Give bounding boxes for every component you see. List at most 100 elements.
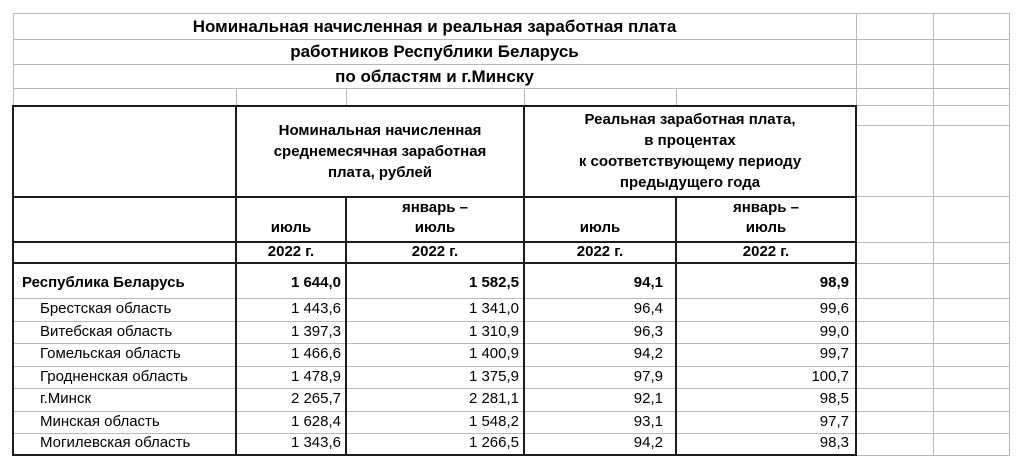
empty-cell[interactable] — [856, 298, 934, 322]
table-row-gomel: Гомельская область 1 466,6 1 400,9 94,2 … — [12, 343, 1010, 367]
value-cell[interactable]: 1 266,5 — [346, 433, 525, 456]
value-cell[interactable]: 94,2 — [524, 433, 677, 456]
value-cell[interactable]: 99,0 — [676, 321, 857, 344]
value-cell[interactable]: 97,7 — [676, 411, 857, 434]
corner-cell[interactable] — [12, 104, 237, 198]
value-cell[interactable]: 94,1 — [524, 263, 677, 299]
empty-cell[interactable] — [856, 411, 934, 434]
period-cell-real-july[interactable]: июль — [523, 196, 677, 243]
value-cell[interactable]: 1 310,9 — [346, 321, 525, 344]
value-cell[interactable]: 2 265,7 — [236, 388, 347, 412]
empty-cell[interactable] — [855, 13, 934, 40]
empty-cell[interactable] — [933, 343, 1010, 367]
spacer-row — [12, 88, 1010, 106]
empty-cell[interactable] — [855, 39, 934, 65]
empty-header-cell[interactable] — [12, 242, 237, 264]
value-cell[interactable]: 1 466,6 — [236, 343, 347, 367]
nominal-wage-group-header[interactable]: Номинальная начисленная среднемесячная з… — [235, 104, 525, 198]
value-cell[interactable]: 1 341,0 — [346, 298, 525, 322]
table-row-mogilev: Могилевская область 1 343,6 1 266,5 94,2… — [12, 433, 1010, 456]
empty-cell[interactable] — [933, 105, 1010, 126]
empty-cell[interactable] — [933, 263, 1010, 299]
year-cell[interactable]: 2022 г. — [675, 242, 857, 264]
table-row-belarus: Республика Беларусь 1 644,0 1 582,5 94,1… — [12, 263, 1010, 299]
empty-cell[interactable] — [856, 433, 934, 456]
value-cell[interactable]: 94,2 — [524, 343, 677, 367]
value-cell[interactable]: 98,3 — [676, 433, 857, 456]
empty-cell[interactable] — [856, 388, 934, 412]
worksheet-grid: Номинальная начисленная и реальная зараб… — [12, 13, 1010, 456]
empty-cell[interactable] — [856, 88, 934, 106]
empty-cell[interactable] — [346, 88, 525, 106]
value-cell[interactable]: 1 343,6 — [236, 433, 347, 456]
region-cell[interactable]: Минская область — [12, 411, 237, 434]
period-cell-nominal-july[interactable]: июль — [235, 196, 347, 243]
value-cell[interactable]: 98,9 — [676, 263, 857, 299]
value-cell[interactable]: 1 400,9 — [346, 343, 525, 367]
region-cell[interactable]: Витебская область — [12, 321, 237, 344]
empty-cell[interactable] — [855, 242, 934, 264]
empty-cell[interactable] — [933, 196, 1010, 243]
value-cell[interactable]: 1 443,6 — [236, 298, 347, 322]
year-cell[interactable]: 2022 г. — [523, 242, 677, 264]
value-cell[interactable]: 96,4 — [524, 298, 677, 322]
value-cell[interactable]: 1 582,5 — [346, 263, 525, 299]
value-cell[interactable]: 92,1 — [524, 388, 677, 412]
value-cell[interactable]: 1 644,0 — [236, 263, 347, 299]
empty-cell[interactable] — [933, 388, 1010, 412]
value-cell[interactable]: 99,7 — [676, 343, 857, 367]
empty-cell[interactable] — [933, 125, 1010, 197]
empty-cell[interactable] — [933, 321, 1010, 344]
empty-cell[interactable] — [855, 125, 934, 197]
value-cell[interactable]: 93,1 — [524, 411, 677, 434]
value-cell[interactable]: 2 281,1 — [346, 388, 525, 412]
value-cell[interactable]: 1 628,4 — [236, 411, 347, 434]
empty-cell[interactable] — [236, 88, 347, 106]
empty-cell[interactable] — [524, 88, 677, 106]
empty-cell[interactable] — [933, 242, 1010, 264]
empty-cell[interactable] — [676, 88, 857, 106]
period-cell-nominal-janjul[interactable]: январь – июль — [345, 196, 525, 243]
value-cell[interactable]: 97,9 — [524, 366, 677, 389]
real-wage-group-header[interactable]: Реальная заработная плата, в процентах к… — [523, 104, 857, 198]
empty-cell[interactable] — [856, 263, 934, 299]
region-cell[interactable]: Могилевская область — [12, 433, 237, 456]
empty-cell[interactable] — [855, 105, 934, 126]
empty-cell[interactable] — [933, 13, 1010, 40]
title-line-2[interactable]: работников Республики Беларусь — [12, 39, 857, 65]
value-cell[interactable]: 1 375,9 — [346, 366, 525, 389]
region-cell[interactable]: Республика Беларусь — [12, 263, 237, 299]
value-cell[interactable]: 1 548,2 — [346, 411, 525, 434]
title-row-2: работников Республики Беларусь — [12, 39, 1010, 65]
empty-cell[interactable] — [856, 366, 934, 389]
value-cell[interactable]: 100,7 — [676, 366, 857, 389]
empty-header-cell[interactable] — [12, 196, 237, 243]
group-header-row: Номинальная начисленная среднемесячная з… — [12, 104, 1010, 198]
value-cell[interactable]: 99,6 — [676, 298, 857, 322]
value-cell[interactable]: 96,3 — [524, 321, 677, 344]
empty-cell[interactable] — [856, 321, 934, 344]
value-cell[interactable]: 1 397,3 — [236, 321, 347, 344]
period-cell-real-janjul[interactable]: январь – июль — [675, 196, 857, 243]
region-cell[interactable]: г.Минск — [12, 388, 237, 412]
title-line-3[interactable]: по областям и г.Минску — [12, 64, 857, 89]
empty-cell[interactable] — [933, 88, 1010, 106]
region-cell[interactable]: Гродненская область — [12, 366, 237, 389]
year-cell[interactable]: 2022 г. — [235, 242, 347, 264]
region-cell[interactable]: Брестская область — [12, 298, 237, 322]
empty-cell[interactable] — [855, 196, 934, 243]
empty-cell[interactable] — [933, 411, 1010, 434]
empty-cell[interactable] — [933, 64, 1010, 89]
empty-cell[interactable] — [933, 298, 1010, 322]
value-cell[interactable]: 1 478,9 — [236, 366, 347, 389]
year-cell[interactable]: 2022 г. — [345, 242, 525, 264]
value-cell[interactable]: 98,5 — [676, 388, 857, 412]
empty-cell[interactable] — [856, 343, 934, 367]
empty-cell[interactable] — [855, 64, 934, 89]
region-cell[interactable]: Гомельская область — [12, 343, 237, 367]
empty-cell[interactable] — [933, 39, 1010, 65]
empty-cell[interactable] — [12, 88, 237, 106]
empty-cell[interactable] — [933, 433, 1010, 456]
title-line-1[interactable]: Номинальная начисленная и реальная зараб… — [12, 13, 857, 40]
empty-cell[interactable] — [933, 366, 1010, 389]
